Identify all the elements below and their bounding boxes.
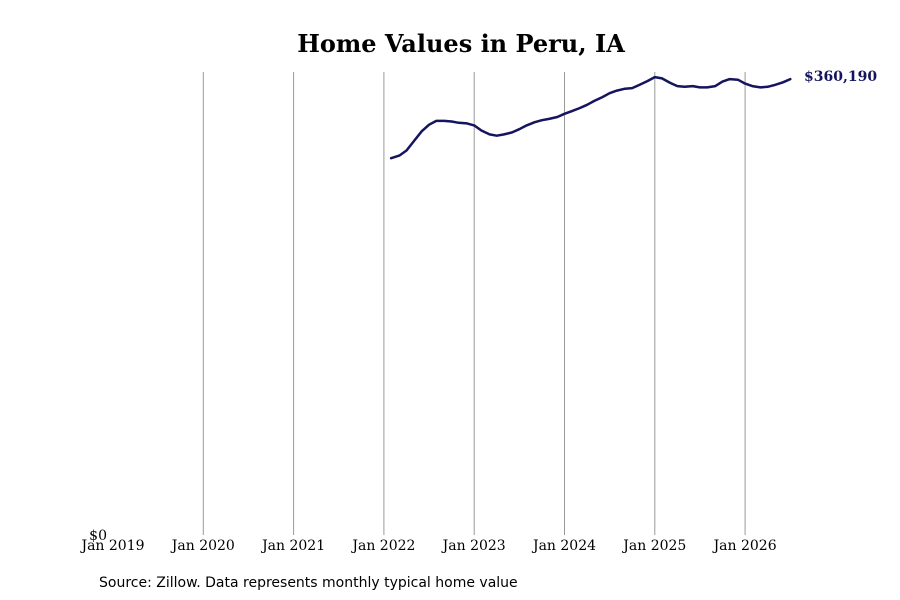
- chart-title: Home Values in Peru, IA: [297, 29, 625, 58]
- gridlines: [202, 72, 746, 535]
- x-tick-label: Jan 2024: [531, 538, 596, 554]
- source-note: Source: Zillow. Data represents monthly …: [99, 575, 518, 591]
- series-line-home-value: [389, 75, 792, 160]
- x-tick-label: Jan 2020: [170, 538, 235, 554]
- x-tick-label: Jan 2019: [79, 538, 144, 554]
- y-tick-label: $0: [89, 528, 107, 544]
- x-tick-label: Jan 2026: [712, 538, 777, 554]
- y-axis-ticks: $0: [89, 528, 107, 544]
- x-tick-label: Jan 2025: [621, 538, 686, 554]
- x-axis-ticks: Jan 2019 Jan 2020 Jan 2021 Jan 2022 Jan 2023…: [79, 538, 776, 554]
- x-tick-label: Jan 2023: [441, 538, 506, 554]
- x-tick-label: Jan 2022: [350, 538, 415, 554]
- end-value-label: $360,190: [804, 69, 877, 85]
- x-tick-label: Jan 2021: [260, 538, 325, 554]
